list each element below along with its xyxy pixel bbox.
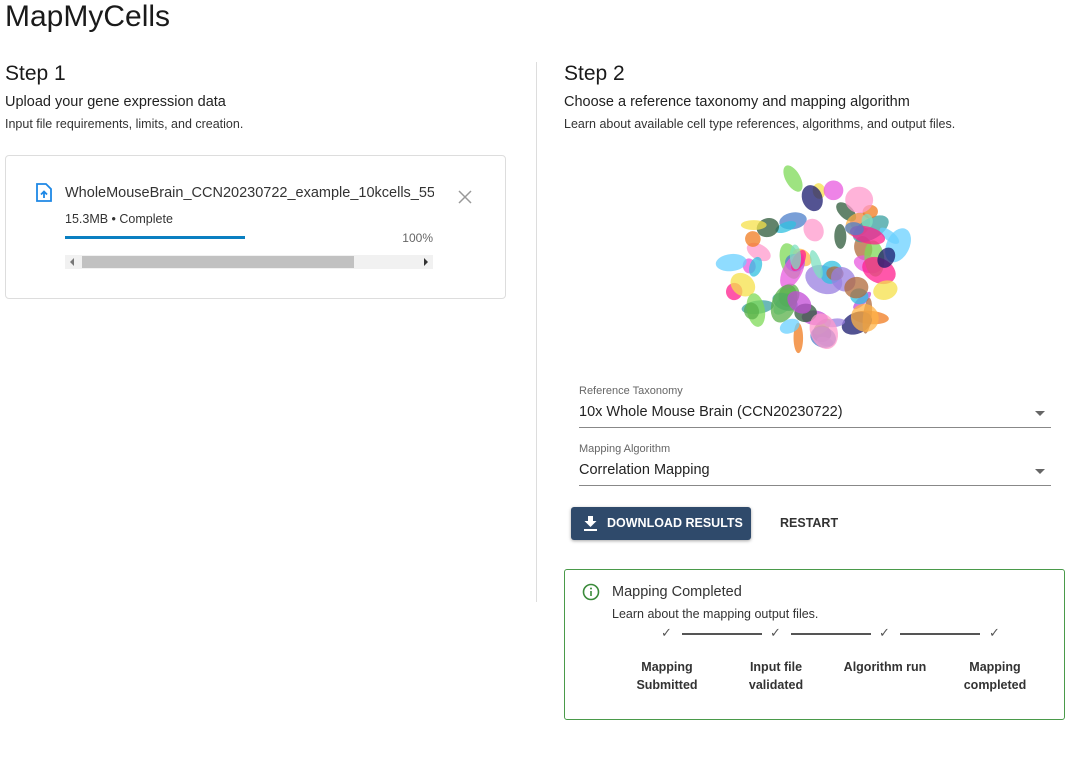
info-icon <box>582 583 600 601</box>
cell-cluster <box>877 247 896 268</box>
step-check: ✓ <box>879 625 890 640</box>
download-icon <box>584 516 597 531</box>
field-underline <box>579 427 1051 428</box>
file-name: WholeMouseBrain_CCN20230722_example_10kc… <box>65 185 434 201</box>
step-label: Mapping Submitted <box>636 660 698 692</box>
progress-label: 100% <box>402 231 433 245</box>
cell-cluster <box>730 272 756 297</box>
field-label: Reference Taxonomy <box>579 385 683 397</box>
cell-cluster <box>740 220 767 230</box>
download-button[interactable]: DOWNLOAD RESULTS <box>571 507 751 540</box>
step-label: Input file validated <box>748 660 804 692</box>
cell-cluster <box>745 231 761 247</box>
cell-cluster <box>779 318 800 334</box>
cell-cluster <box>746 242 771 262</box>
cell-cluster <box>744 302 760 320</box>
status-box <box>564 569 1065 720</box>
cell-cluster <box>823 180 844 201</box>
step-subtitle: Upload your gene expression data <box>5 94 226 110</box>
cell-cluster <box>879 227 900 244</box>
cell-cluster <box>803 218 824 242</box>
cell-cluster <box>850 303 879 332</box>
restart-button[interactable]: RESTART <box>780 516 839 530</box>
remove-button[interactable] <box>458 190 472 204</box>
step-check: ✓ <box>770 625 781 640</box>
scrollbar[interactable] <box>65 255 433 269</box>
field-value[interactable]: 10x Whole Mouse Brain (CCN20230722) <box>579 404 843 420</box>
cell-cluster <box>861 213 873 229</box>
cell-cluster <box>749 256 763 277</box>
info-link[interactable]: Input file requirements, limits, and cre… <box>5 117 244 131</box>
step-title: Step 1 <box>5 62 66 85</box>
step-connector <box>900 633 980 635</box>
cell-cluster <box>873 280 898 300</box>
step-label: Mapping completed <box>963 660 1027 692</box>
cell-cluster <box>845 222 864 236</box>
step-connector <box>682 633 762 635</box>
step-subtitle: Choose a reference taxonomy and mapping … <box>564 94 910 110</box>
step-check: ✓ <box>989 625 1000 640</box>
scroll-right[interactable] <box>423 258 429 266</box>
field-label: Mapping Algorithm <box>579 443 671 455</box>
progress-bar <box>65 236 245 239</box>
taxonomy-image <box>715 165 911 354</box>
cell-cluster <box>845 186 874 213</box>
cell-cluster <box>834 224 847 249</box>
field-value[interactable]: Correlation Mapping <box>579 462 710 478</box>
dropdown-arrow[interactable] <box>1034 469 1046 475</box>
status-title: Mapping Completed <box>612 584 742 600</box>
button-text: DOWNLOAD RESULTS <box>607 516 743 530</box>
field-underline <box>579 485 1051 486</box>
step-title: Step 2 <box>564 62 625 85</box>
scroll-thumb[interactable] <box>82 256 354 268</box>
cell-cluster <box>809 250 823 279</box>
cell-cluster <box>715 253 747 272</box>
cell-cluster <box>775 221 797 234</box>
status-link[interactable]: Learn about the mapping output files. <box>612 607 819 621</box>
cell-cluster <box>787 291 812 314</box>
cell-cluster <box>809 313 839 350</box>
cell-cluster <box>844 276 869 299</box>
step-check: ✓ <box>661 625 672 640</box>
cell-cluster <box>789 244 802 270</box>
file-status: 15.3MB • Complete <box>65 212 173 226</box>
cell-cluster <box>801 185 823 212</box>
file-icon <box>36 183 52 202</box>
dropdown-arrow[interactable] <box>1034 411 1046 417</box>
info-link[interactable]: Learn about available cell type referenc… <box>564 117 956 131</box>
upload-card: WholeMouseBrain_CCN20230722_example_10kc… <box>5 155 506 299</box>
cell-cluster <box>783 165 803 192</box>
app-title: MapMyCells <box>5 0 171 33</box>
divider <box>536 62 537 602</box>
step-label: Algorithm run <box>843 660 927 674</box>
scroll-left[interactable] <box>69 258 75 266</box>
step-connector <box>791 633 871 635</box>
